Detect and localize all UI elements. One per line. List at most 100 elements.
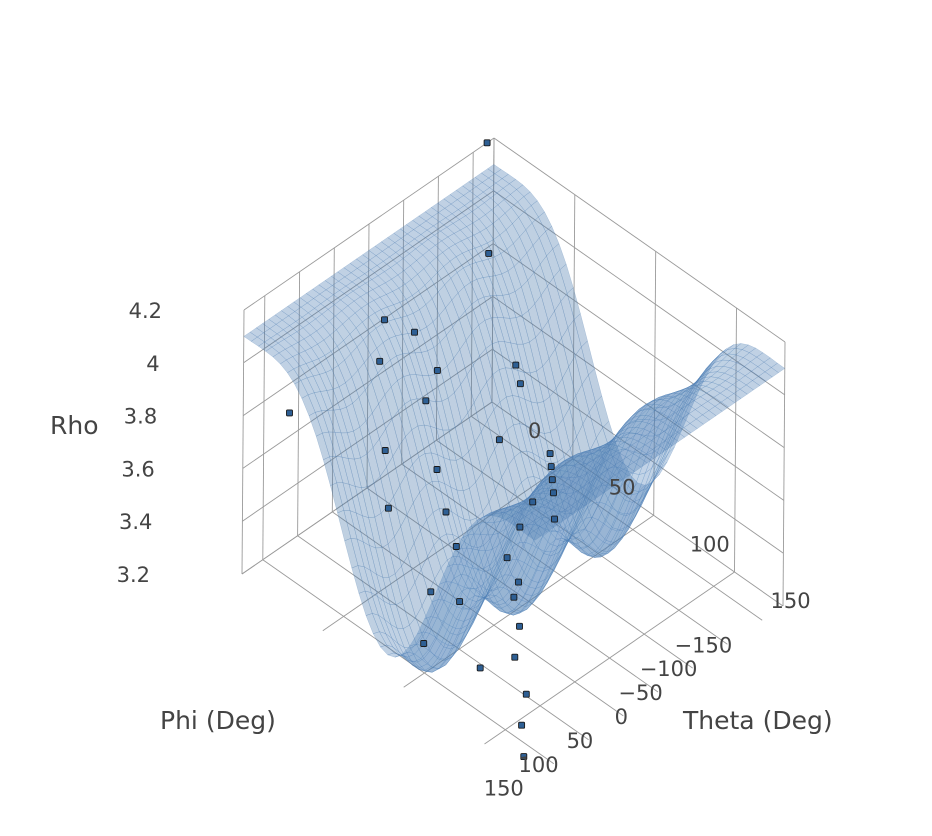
surface-patch (615, 433, 630, 452)
surface-patch (525, 512, 540, 522)
surface-patch (650, 449, 665, 481)
surface-patch (409, 248, 424, 261)
surface-patch (506, 528, 521, 554)
surface-patch (442, 602, 458, 626)
surface-patch (444, 277, 459, 301)
surface-patch (496, 187, 511, 200)
surface-patch (370, 265, 385, 277)
surface-patch (344, 272, 359, 283)
surface-patch (676, 400, 691, 428)
surface-patch (366, 446, 381, 484)
wall-grid-line (572, 194, 576, 459)
surface-patch (589, 487, 604, 498)
surface-patch (481, 594, 497, 600)
surface-patch (465, 211, 480, 224)
surface-patch (263, 328, 278, 339)
surface-patch (512, 216, 527, 238)
surface-patch (430, 599, 445, 619)
surface-patch (530, 200, 545, 218)
surface-patch (466, 574, 481, 593)
y-axis-title: Theta (Deg) (682, 706, 833, 735)
scatter-point (384, 504, 392, 512)
surface-patch (372, 631, 387, 648)
surface-patch (531, 508, 546, 518)
surface-patch (290, 331, 305, 343)
surface-patch (437, 454, 452, 488)
surface-patch (486, 598, 501, 612)
surface-patch (347, 458, 362, 489)
surface-patch (440, 226, 455, 238)
surface-patch (581, 374, 596, 413)
surface-patch (669, 422, 685, 433)
surface-patch (641, 415, 657, 424)
surface-patch (599, 437, 615, 455)
surface-patch (605, 527, 621, 543)
surface-patch (510, 506, 526, 513)
surface-patch (442, 247, 457, 262)
surface-patch (623, 411, 639, 428)
surface-patch (472, 218, 487, 233)
surface-patch (562, 366, 577, 409)
surface-patch (470, 545, 485, 572)
surface-patch (557, 459, 574, 467)
surface-patch (667, 403, 683, 414)
surface-patch (691, 371, 706, 394)
surface-patch (427, 234, 443, 246)
surface-patch (286, 356, 301, 370)
surface-patch (483, 295, 498, 319)
surface-patch (507, 456, 522, 492)
scatter-point (516, 380, 524, 388)
surface-patch (426, 654, 442, 669)
surface-patch (599, 484, 614, 505)
surface-patch (602, 478, 617, 490)
surface-patch (441, 236, 456, 249)
surface-patch (685, 387, 701, 394)
surface-patch (546, 557, 561, 584)
surface-patch (552, 243, 567, 271)
surface-patch (361, 486, 376, 518)
surface-patch (514, 600, 529, 612)
surface-patch (618, 470, 634, 494)
surface-patch (462, 588, 478, 610)
surface-patch (369, 327, 384, 349)
surface-patch (369, 545, 384, 578)
surface-patch (443, 457, 458, 491)
surface-patch (491, 588, 506, 606)
surface-patch (485, 209, 500, 225)
surface-patch (533, 482, 548, 493)
surface-patch (545, 556, 560, 580)
surface-patch (376, 342, 391, 367)
surface-patch (570, 451, 584, 459)
wall-grid-line (242, 243, 494, 416)
surface-patch (499, 508, 515, 523)
surface-patch (571, 452, 585, 457)
surface-patch (758, 371, 773, 382)
surface-patch (577, 462, 592, 500)
surface-patch (722, 360, 738, 369)
surface-patch (482, 187, 498, 199)
surface-patch (629, 426, 644, 434)
surface-patch (326, 294, 342, 305)
surface-patch (463, 190, 478, 202)
surface-patch (702, 410, 717, 421)
surface-patch (476, 545, 492, 572)
surface-patch (425, 667, 441, 673)
surface-patch (656, 421, 671, 432)
surface-patch (587, 554, 601, 558)
surface-patch (664, 436, 679, 447)
surface-patch (352, 286, 368, 298)
surface-patch (276, 329, 292, 340)
surface-patch (480, 513, 496, 524)
surface-patch (265, 346, 280, 358)
surface-patch (520, 252, 535, 281)
surface-patch (405, 429, 420, 465)
surface-patch (670, 431, 686, 442)
surface-patch (532, 517, 547, 527)
surface-patch (444, 203, 459, 215)
surface-patch (585, 541, 601, 556)
surface-patch (551, 461, 566, 491)
surface-patch (323, 456, 337, 486)
surface-patch (395, 334, 410, 355)
surface-patch (733, 388, 748, 399)
surface-patch (521, 586, 536, 603)
